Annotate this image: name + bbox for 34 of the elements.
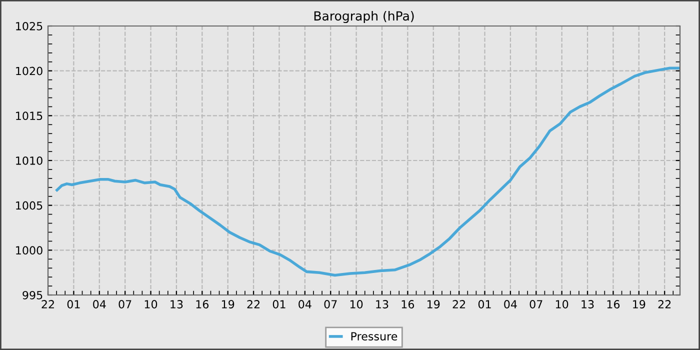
x-tick-label: 10 [144, 300, 158, 308]
x-tick-label: 04 [298, 300, 312, 308]
x-tick-label: 01 [67, 300, 80, 308]
x-tick-label: 22 [452, 300, 466, 308]
y-tick-label: 1020 [16, 66, 42, 76]
y-tick-label: 1015 [16, 112, 42, 120]
x-tick-label: 04 [504, 300, 517, 308]
x-tick-label: 07 [324, 300, 337, 308]
chart-title: Barograph (hPa) [314, 10, 414, 24]
x-tick-label: 16 [607, 300, 620, 308]
x-tick-label: 01 [478, 300, 491, 308]
x-tick-label: 04 [93, 300, 106, 308]
x-tick-label: 07 [530, 300, 542, 308]
x-tick-label: 22 [42, 300, 54, 308]
x-tick-label: 19 [633, 300, 646, 308]
y-tick-label: 1025 [16, 22, 42, 30]
x-tick-label: 01 [272, 300, 286, 308]
x-tick-label: 10 [350, 300, 363, 308]
legend-label: Pressure [351, 332, 398, 340]
x-tick-label: 13 [170, 300, 183, 308]
x-tick-label: 22 [247, 300, 260, 308]
x-tick-label: 13 [376, 300, 388, 308]
x-tick-label: 19 [222, 300, 234, 308]
y-tick-label: 995 [22, 290, 42, 300]
x-tick-label: 22 [658, 300, 671, 308]
x-tick-label: 10 [556, 300, 568, 308]
x-tick-label: 07 [118, 300, 132, 308]
x-tick-label: 16 [196, 300, 209, 308]
y-tick-label: 1000 [16, 246, 42, 255]
x-tick-label: 16 [402, 300, 414, 308]
x-tick-label: 13 [582, 300, 594, 308]
y-tick-label: 1010 [16, 156, 42, 165]
x-tick-label: 19 [428, 300, 440, 308]
y-tick-label: 1005 [16, 201, 42, 210]
